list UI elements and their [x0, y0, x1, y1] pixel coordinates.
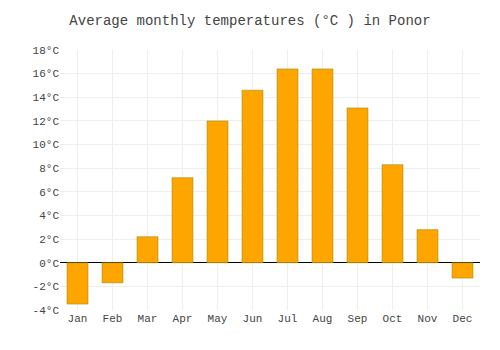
- svg-text:16°C: 16°C: [33, 68, 60, 80]
- svg-text:Apr: Apr: [173, 313, 193, 325]
- svg-text:-2°C: -2°C: [33, 281, 60, 293]
- svg-text:Oct: Oct: [383, 313, 403, 325]
- svg-text:Aug: Aug: [313, 313, 333, 325]
- svg-text:May: May: [208, 313, 228, 325]
- svg-text:4°C: 4°C: [39, 210, 59, 222]
- svg-text:Sep: Sep: [348, 313, 368, 325]
- svg-text:Jun: Jun: [243, 313, 263, 325]
- svg-text:Average monthly temperatures (: Average monthly temperatures (°C ) in Po…: [69, 13, 430, 29]
- svg-text:Mar: Mar: [138, 313, 158, 325]
- svg-text:2°C: 2°C: [39, 234, 59, 246]
- svg-text:Jan: Jan: [68, 313, 88, 325]
- svg-text:12°C: 12°C: [33, 116, 60, 128]
- svg-text:-4°C: -4°C: [33, 305, 60, 317]
- svg-text:6°C: 6°C: [39, 187, 59, 199]
- svg-text:Dec: Dec: [453, 313, 473, 325]
- svg-text:0°C: 0°C: [39, 258, 59, 270]
- svg-text:10°C: 10°C: [33, 139, 60, 151]
- svg-text:Jul: Jul: [278, 313, 298, 325]
- svg-text:Nov: Nov: [418, 313, 438, 325]
- svg-text:Feb: Feb: [103, 313, 123, 325]
- svg-text:8°C: 8°C: [39, 163, 59, 175]
- svg-text:14°C: 14°C: [33, 92, 60, 104]
- svg-text:18°C: 18°C: [33, 45, 60, 57]
